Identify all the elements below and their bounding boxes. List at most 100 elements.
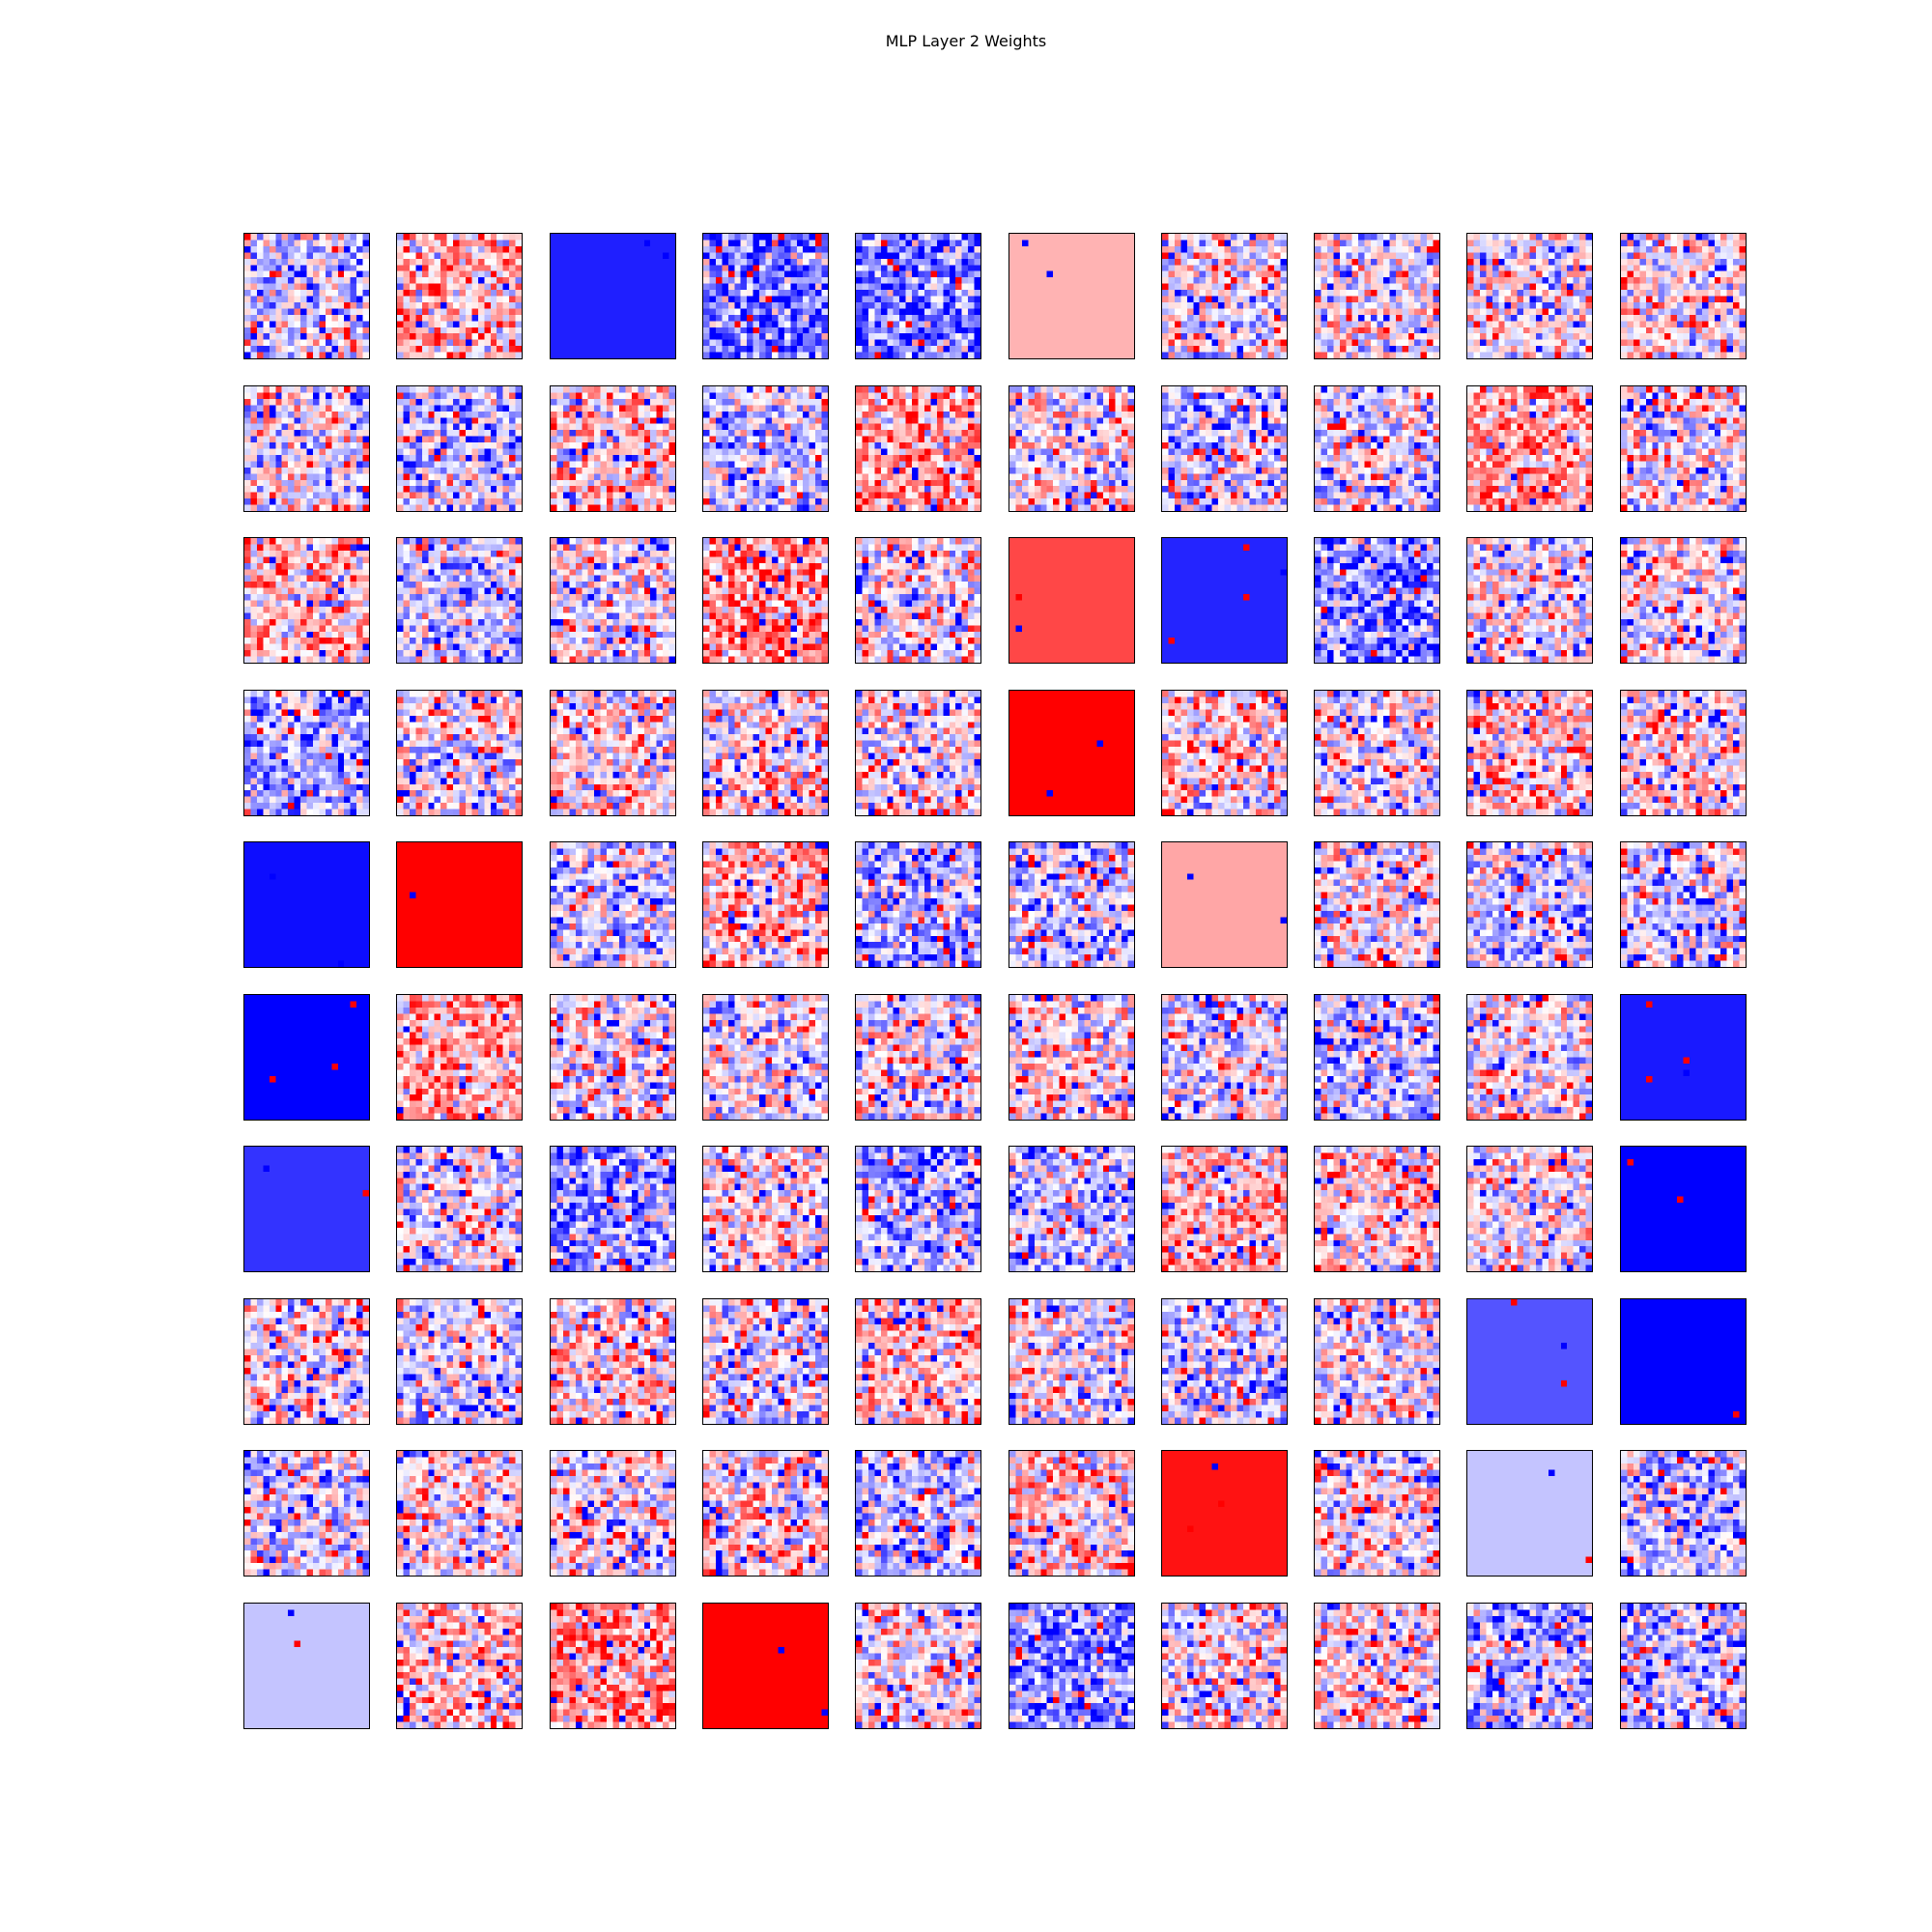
weight-panel xyxy=(243,1297,370,1425)
weight-panel xyxy=(1619,993,1747,1121)
weight-panel xyxy=(1008,537,1135,664)
weight-heatmap xyxy=(1620,1451,1746,1576)
weight-panel xyxy=(1008,841,1135,968)
weight-panel xyxy=(549,384,676,512)
weight-panel xyxy=(1619,1450,1747,1577)
weight-panel xyxy=(1314,993,1441,1121)
weight-panel xyxy=(701,384,829,512)
weight-heatmap xyxy=(397,234,523,358)
weight-panel xyxy=(1619,841,1747,968)
weight-heatmap xyxy=(1467,538,1593,663)
weight-heatmap xyxy=(1467,1451,1593,1576)
weight-heatmap xyxy=(1315,1147,1440,1271)
weight-heatmap xyxy=(397,1603,523,1728)
weight-heatmap xyxy=(702,1298,828,1424)
weight-panel xyxy=(701,689,829,816)
weight-panel xyxy=(1160,841,1288,968)
weight-panel xyxy=(243,384,370,512)
weight-heatmap xyxy=(1161,1147,1287,1271)
weight-heatmap xyxy=(550,1298,675,1424)
weight-panel xyxy=(243,1146,370,1272)
weight-panel xyxy=(1008,689,1135,816)
weight-heatmap xyxy=(1161,538,1287,663)
weight-panel xyxy=(1466,1450,1594,1577)
weight-panel xyxy=(1314,1297,1441,1425)
weight-heatmap xyxy=(1161,234,1287,358)
weight-heatmap xyxy=(1315,1298,1440,1424)
weight-panel xyxy=(243,689,370,816)
weight-panel xyxy=(396,384,524,512)
weight-heatmap xyxy=(702,385,828,511)
weight-heatmap xyxy=(397,1451,523,1576)
weight-panel xyxy=(1619,233,1747,359)
weight-heatmap xyxy=(550,385,675,511)
weight-heatmap xyxy=(397,1147,523,1271)
weight-heatmap xyxy=(244,690,369,815)
weight-panel xyxy=(701,1602,829,1729)
weight-panel xyxy=(1008,993,1135,1121)
weight-heatmap xyxy=(550,994,675,1120)
weight-heatmap xyxy=(550,1451,675,1576)
weight-heatmap xyxy=(1315,994,1440,1120)
weight-panel xyxy=(396,1297,524,1425)
weight-heatmap xyxy=(397,690,523,815)
weight-panel xyxy=(549,1602,676,1729)
weight-panel xyxy=(549,233,676,359)
weight-heatmap xyxy=(1009,234,1134,358)
weight-panel xyxy=(396,841,524,968)
weight-heatmap xyxy=(1315,538,1440,663)
weight-heatmap xyxy=(244,1451,369,1576)
weight-panel xyxy=(243,537,370,664)
weight-panel xyxy=(396,1450,524,1577)
weight-panel xyxy=(1314,841,1441,968)
weight-heatmap xyxy=(1009,1147,1134,1271)
weight-panel xyxy=(1466,1602,1594,1729)
weight-panel xyxy=(1008,384,1135,512)
weight-panel xyxy=(549,1297,676,1425)
weight-panel xyxy=(1008,1602,1135,1729)
weight-panel xyxy=(855,1146,982,1272)
weight-panel xyxy=(701,841,829,968)
weight-heatmap xyxy=(397,385,523,511)
weight-heatmap xyxy=(1009,994,1134,1120)
weight-panel xyxy=(701,1146,829,1272)
weight-heatmap xyxy=(856,994,981,1120)
weight-panel xyxy=(1314,1602,1441,1729)
weight-heatmap xyxy=(1009,690,1134,815)
weight-heatmap xyxy=(397,1298,523,1424)
weight-panel xyxy=(243,841,370,968)
weight-panel xyxy=(701,1297,829,1425)
weight-heatmap xyxy=(244,994,369,1120)
weight-panel xyxy=(1466,841,1594,968)
figure-title: MLP Layer 2 Weights xyxy=(885,32,1047,50)
weight-heatmap xyxy=(1620,1298,1746,1424)
weight-panel xyxy=(701,537,829,664)
weight-heatmap xyxy=(1467,1147,1593,1271)
weight-heatmap xyxy=(856,234,981,358)
weight-panel xyxy=(855,689,982,816)
weight-heatmap xyxy=(1315,385,1440,511)
weight-heatmap xyxy=(702,842,828,967)
weight-heatmap xyxy=(1620,690,1746,815)
weight-heatmap xyxy=(244,1147,369,1271)
weight-panel xyxy=(1619,384,1747,512)
weight-panel xyxy=(1160,384,1288,512)
weight-panel xyxy=(1619,1602,1747,1729)
weight-panel xyxy=(243,1450,370,1577)
weight-panel xyxy=(1160,1146,1288,1272)
weight-panel xyxy=(1466,993,1594,1121)
weight-heatmap xyxy=(550,842,675,967)
weight-panel xyxy=(396,689,524,816)
weight-panel xyxy=(549,1450,676,1577)
weight-heatmap xyxy=(550,234,675,358)
weight-heatmap xyxy=(1161,842,1287,967)
weight-heatmap xyxy=(244,1603,369,1728)
weight-panel xyxy=(243,1602,370,1729)
weight-heatmap xyxy=(1009,1451,1134,1576)
weight-heatmap xyxy=(244,385,369,511)
weight-panel xyxy=(396,1602,524,1729)
weight-heatmap xyxy=(1620,385,1746,511)
weight-heatmap xyxy=(856,690,981,815)
weight-heatmap xyxy=(397,842,523,967)
